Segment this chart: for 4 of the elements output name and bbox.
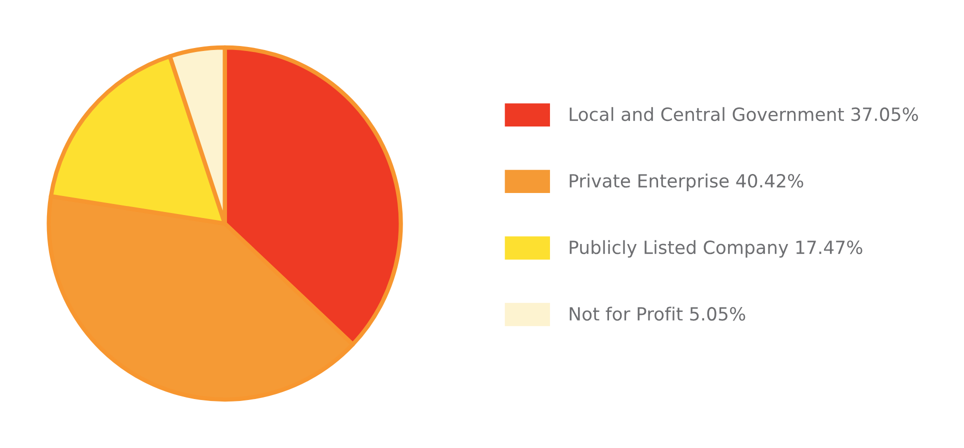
legend-label: Not for Profit 5.05% [570,306,746,321]
legend-label: Private Enterprise 40.42% [570,174,804,192]
legend-label: Local and Central Government 37.05% [570,107,918,122]
legend-label: Publicly Listed Company 17.47% [570,240,862,258]
